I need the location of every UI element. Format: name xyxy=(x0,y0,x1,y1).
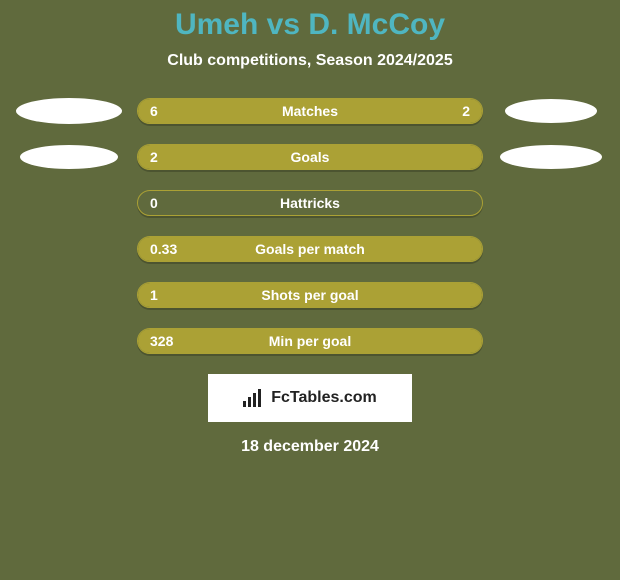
team-badge-left xyxy=(11,98,127,124)
stat-label: Min per goal xyxy=(138,329,482,353)
team-badge-left xyxy=(11,190,127,216)
team-badge-right xyxy=(493,236,609,262)
team-badge-right xyxy=(493,328,609,354)
team-badge-left xyxy=(11,328,127,354)
placeholder-ellipse-icon xyxy=(500,145,602,169)
stat-bar: 0.33Goals per match xyxy=(137,236,483,262)
placeholder-ellipse-icon xyxy=(20,145,118,169)
footer-date: 18 december 2024 xyxy=(0,438,620,456)
stat-bar: 328Min per goal xyxy=(137,328,483,354)
stat-label: Shots per goal xyxy=(138,283,482,307)
page-subtitle: Club competitions, Season 2024/2025 xyxy=(0,52,620,70)
stat-bar: 1Shots per goal xyxy=(137,282,483,308)
stat-row: 0.33Goals per match xyxy=(0,236,620,262)
team-badge-left xyxy=(11,282,127,308)
stat-bar: 0Hattricks xyxy=(137,190,483,216)
team-badge-right xyxy=(493,190,609,216)
stats-rows: 62Matches 2Goals 0Hattricks 0.33Goals per m… xyxy=(0,98,620,354)
placeholder-ellipse-icon xyxy=(505,99,597,123)
placeholder-ellipse-icon xyxy=(16,98,122,124)
stat-label: Goals xyxy=(138,145,482,169)
team-badge-right xyxy=(493,98,609,124)
stat-row: 62Matches xyxy=(0,98,620,124)
brand-badge[interactable]: FcTables.com xyxy=(208,374,412,422)
team-badge-left xyxy=(11,236,127,262)
stat-row: 0Hattricks xyxy=(0,190,620,216)
stat-label: Goals per match xyxy=(138,237,482,261)
brand-text: FcTables.com xyxy=(271,389,377,407)
stat-row: 328Min per goal xyxy=(0,328,620,354)
stat-label: Hattricks xyxy=(138,191,482,215)
stat-label: Matches xyxy=(138,99,482,123)
page-title: Umeh vs D. McCoy xyxy=(0,8,620,42)
stat-row: 2Goals xyxy=(0,144,620,170)
bars-icon xyxy=(243,389,265,407)
team-badge-right xyxy=(493,282,609,308)
team-badge-left xyxy=(11,144,127,170)
comparison-card: Umeh vs D. McCoy Club competitions, Seas… xyxy=(0,0,620,456)
stat-bar: 62Matches xyxy=(137,98,483,124)
stat-bar: 2Goals xyxy=(137,144,483,170)
stat-row: 1Shots per goal xyxy=(0,282,620,308)
team-badge-right xyxy=(493,144,609,170)
